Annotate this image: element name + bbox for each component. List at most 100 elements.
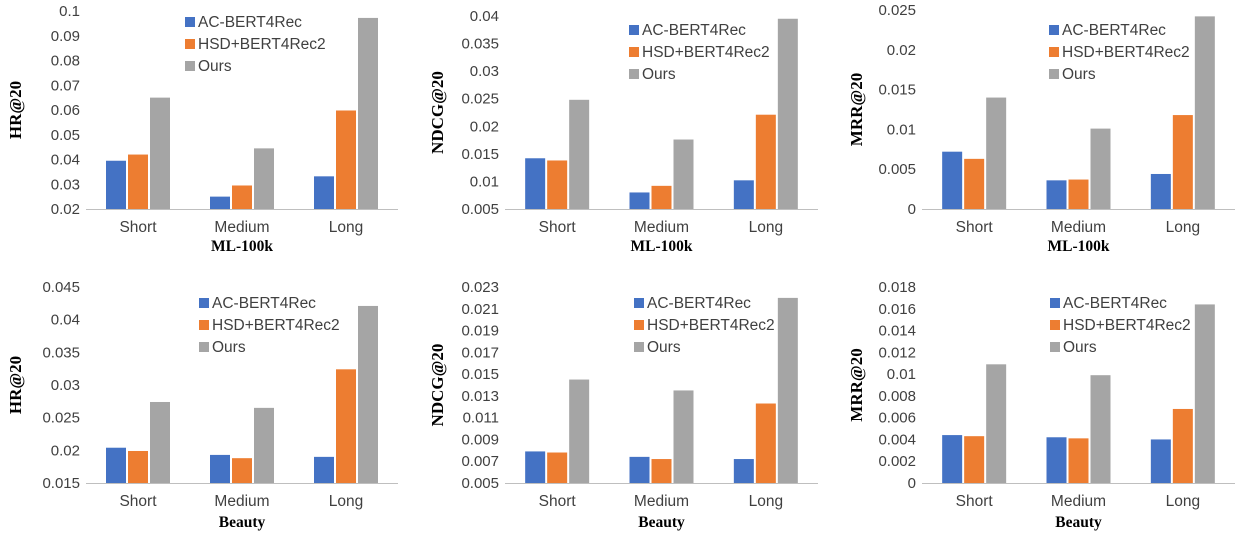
y-tick-label: 0.03 [51, 176, 80, 193]
y-tick-label: 0.035 [461, 36, 499, 53]
bar-ac-bert4rec-medium [629, 456, 650, 483]
bar-ac-bert4rec-medium [210, 196, 230, 209]
legend-label-ours: Ours [647, 339, 681, 356]
legend-label-hsd-bert4rec2: HSD+BERT4Rec2 [1062, 44, 1190, 61]
x-category-label: Short [956, 493, 994, 510]
bar-ours-long [1194, 304, 1215, 483]
y-tick-label: 0 [908, 475, 916, 492]
y-tick-label: 0.01 [470, 173, 499, 190]
legend-swatch-ours [199, 342, 209, 352]
bar-ours-long [777, 18, 798, 210]
x-axis-title: ML-100k [1048, 238, 1110, 255]
bar-ac-bert4rec-short [525, 158, 546, 209]
bar-ac-bert4rec-long [314, 456, 334, 483]
y-tick-label: 0.005 [878, 161, 916, 178]
y-tick-label: 0.017 [461, 344, 499, 361]
bar-ac-bert4rec-long [733, 180, 754, 209]
bar-ac-bert4rec-long [1150, 439, 1171, 483]
bar-ours-short [150, 97, 170, 209]
x-category-label: Short [956, 219, 994, 236]
legend-swatch-hsd-bert4rec2 [199, 320, 209, 330]
bar-ours-long [358, 305, 378, 483]
legend-label-ac-bert4rec: AC-BERT4Rec [1063, 295, 1167, 312]
legend: AC-BERT4Rec HSD+BERT4Rec2 Ours [634, 295, 775, 356]
legend-swatch-ours [1049, 69, 1059, 79]
x-axis-title: ML-100k [211, 238, 273, 255]
bar-hsd-bert4rec2-medium [1068, 438, 1089, 483]
y-tick-label: 0.007 [461, 453, 499, 470]
legend-swatch-ac-bert4rec [634, 298, 644, 308]
y-tick-label: 0.02 [887, 42, 916, 59]
x-category-label: Long [1166, 493, 1200, 510]
legend-swatch-ac-bert4rec [185, 17, 195, 27]
y-axis-title: MRR@20 [847, 348, 866, 421]
y-tick-label: 0.02 [51, 442, 80, 459]
panel-ndcg-ml100k: 0.005 0.01 0.015 0.02 0.025 0.03 0.035 0.04 Shor… [428, 8, 818, 255]
bar-ac-bert4rec-long [733, 459, 754, 483]
x-category-label: Long [1166, 219, 1200, 236]
y-tick-label: 0.025 [42, 410, 80, 427]
panel-mrr-ml100k: 0 0.005 0.01 0.015 0.02 0.025 Short Medium Long M… [847, 2, 1235, 255]
x-axis-title: Beauty [638, 514, 685, 531]
y-tick-label: 0.07 [51, 77, 80, 94]
legend-label-ours: Ours [212, 339, 246, 356]
bar-ours-medium [254, 148, 274, 209]
bar-hsd-bert4rec2-medium [651, 185, 672, 209]
bar-ac-bert4rec-short [942, 151, 963, 209]
y-tick-label: 0.02 [470, 118, 499, 135]
bar-ac-bert4rec-long [1150, 173, 1171, 209]
legend-swatch-ac-bert4rec [1049, 25, 1059, 35]
y-tick-label: 0.09 [51, 28, 80, 45]
x-category-label: Short [539, 219, 577, 236]
bar-hsd-bert4rec2-short [547, 452, 568, 483]
bar-hsd-bert4rec2-long [755, 403, 776, 483]
bar-hsd-bert4rec2-medium [651, 459, 672, 483]
y-tick-label: 0.004 [878, 431, 916, 448]
bar-ours-short [150, 401, 170, 483]
legend-swatch-hsd-bert4rec2 [1049, 47, 1059, 57]
y-tick-label: 0 [908, 201, 916, 218]
bar-ours-long [358, 17, 378, 210]
y-axis-title: HR@20 [6, 81, 25, 139]
legend-label-hsd-bert4rec2: HSD+BERT4Rec2 [198, 36, 326, 53]
y-tick-label: 0.011 [463, 410, 499, 427]
legend: AC-BERT4Rec HSD+BERT4Rec2 Ours [199, 295, 340, 356]
x-axis-title: Beauty [219, 514, 266, 531]
bar-ours-medium [1090, 375, 1111, 483]
y-tick-label: 0.05 [51, 127, 80, 144]
legend-label-ours: Ours [1062, 66, 1096, 83]
bar-ac-bert4rec-medium [210, 454, 230, 483]
bar-ours-short [986, 364, 1007, 483]
x-category-label: Long [749, 219, 783, 236]
legend-label-ac-bert4rec: AC-BERT4Rec [647, 295, 751, 312]
y-tick-label: 0.03 [51, 377, 80, 394]
x-category-label: Medium [214, 493, 269, 510]
y-tick-label: 0.012 [878, 344, 916, 361]
x-category-label: Medium [1051, 493, 1106, 510]
bar-hsd-bert4rec2-short [547, 160, 568, 209]
bar-hsd-bert4rec2-short [128, 154, 148, 209]
y-tick-label: 0.025 [878, 2, 916, 19]
x-axis-title: ML-100k [631, 238, 693, 255]
x-category-label: Medium [214, 219, 269, 236]
legend-swatch-ours [185, 61, 195, 71]
legend-label-ours: Ours [642, 66, 676, 83]
y-tick-label: 0.005 [461, 475, 499, 492]
y-tick-label: 0.016 [878, 301, 916, 318]
y-tick-label: 0.01 [887, 366, 916, 383]
y-tick-label: 0.02 [51, 201, 80, 218]
legend: AC-BERT4Rec HSD+BERT4Rec2 Ours [1050, 295, 1191, 356]
bar-hsd-bert4rec2-long [1172, 408, 1193, 483]
y-tick-label: 0.009 [461, 431, 499, 448]
legend-label-ours: Ours [198, 58, 232, 75]
panel-hr-beauty: 0.015 0.02 0.025 0.03 0.035 0.04 0.045 Short Med… [6, 279, 398, 531]
legend-label-hsd-bert4rec2: HSD+BERT4Rec2 [1063, 317, 1191, 334]
bar-hsd-bert4rec2-short [964, 436, 985, 483]
legend-swatch-ac-bert4rec [1050, 298, 1060, 308]
bar-hsd-bert4rec2-medium [232, 458, 252, 483]
y-tick-label: 0.08 [51, 53, 80, 70]
y-tick-label: 0.021 [461, 301, 499, 318]
y-axis-title: NDCG@20 [428, 71, 447, 154]
bar-ac-bert4rec-medium [1046, 180, 1067, 209]
